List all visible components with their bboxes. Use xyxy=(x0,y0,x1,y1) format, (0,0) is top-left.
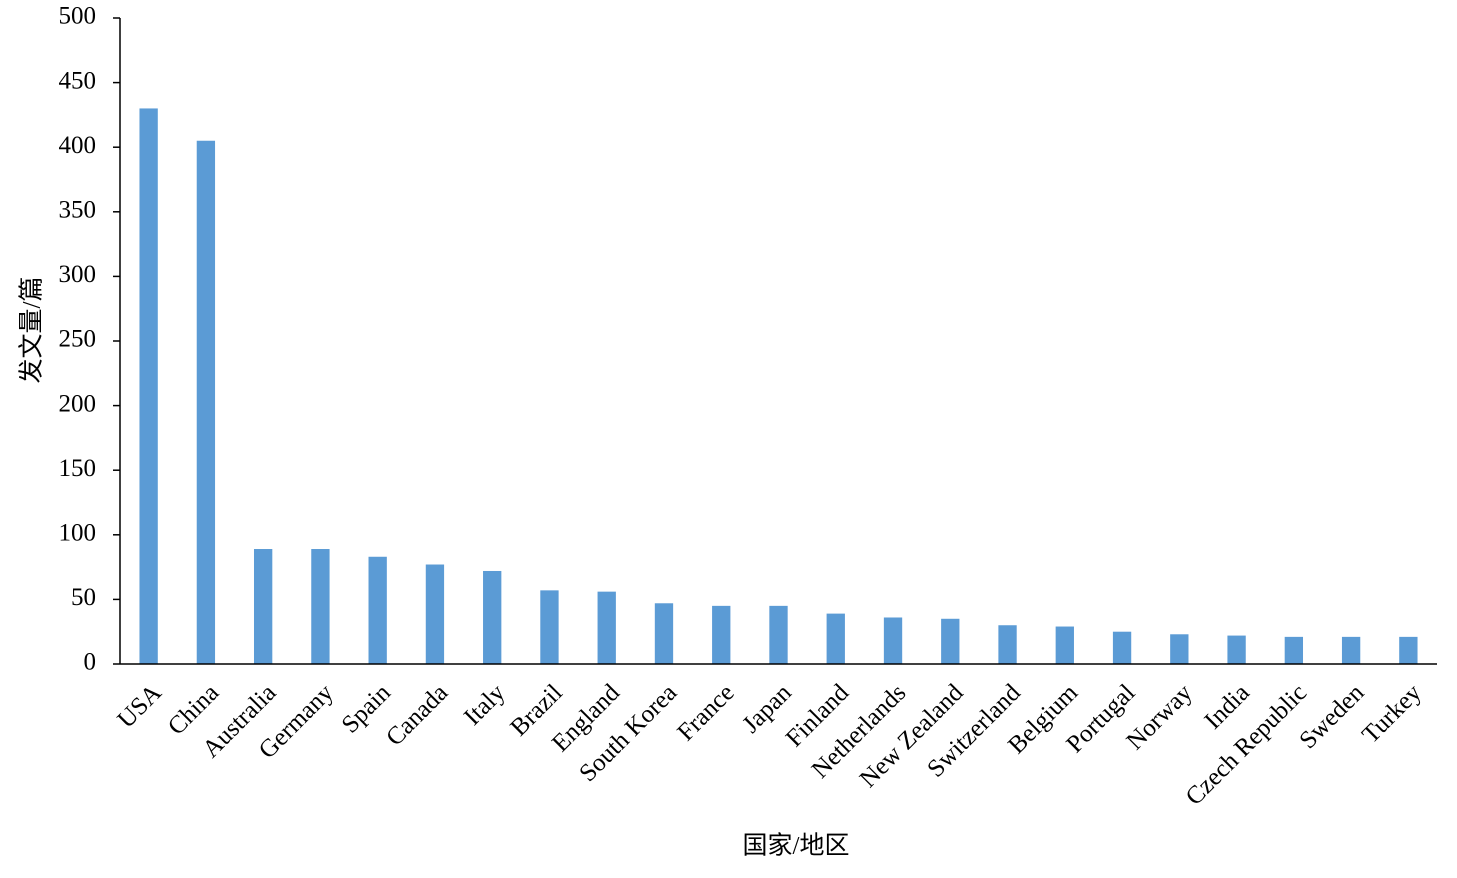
bar xyxy=(1227,635,1246,664)
x-tick-label: France xyxy=(672,679,739,746)
x-tick-label: Norway xyxy=(1122,679,1198,755)
y-tick-label: 500 xyxy=(59,3,97,30)
y-tick-label: 450 xyxy=(59,67,97,94)
x-tick-label: USA xyxy=(112,679,166,733)
y-tick-label: 400 xyxy=(59,132,97,159)
x-tick-label: Italy xyxy=(459,679,511,731)
y-tick-label: 0 xyxy=(84,649,97,676)
x-axis-title: 国家/地区 xyxy=(743,832,850,860)
bar xyxy=(540,590,559,664)
x-tick-label: Sweden xyxy=(1294,679,1369,754)
y-tick-label: 50 xyxy=(71,584,96,611)
bar xyxy=(826,613,845,664)
bar xyxy=(368,556,387,664)
y-tick-label: 150 xyxy=(59,455,97,482)
bar xyxy=(883,617,903,664)
y-tick-label: 100 xyxy=(59,520,97,547)
y-tick-label: 350 xyxy=(59,197,97,224)
bar xyxy=(712,605,731,664)
bar xyxy=(769,605,788,664)
bar xyxy=(1055,626,1074,664)
y-tick-label: 300 xyxy=(59,261,97,288)
bar xyxy=(483,570,502,664)
bar xyxy=(1170,634,1189,664)
x-tick-label: Turkey xyxy=(1357,679,1427,749)
bar xyxy=(941,618,960,664)
y-tick-label: 200 xyxy=(59,390,97,417)
bar xyxy=(311,549,330,664)
bar xyxy=(1284,636,1304,664)
bar xyxy=(139,108,158,664)
bar xyxy=(1341,636,1361,664)
bar xyxy=(998,625,1017,664)
bar xyxy=(1112,631,1132,664)
bar xyxy=(196,140,216,665)
bar xyxy=(1399,636,1418,664)
bar xyxy=(253,549,273,664)
bar xyxy=(597,591,616,664)
bar xyxy=(425,564,445,664)
y-tick-label: 250 xyxy=(59,326,97,353)
y-axis-title: 发文量/篇 xyxy=(18,277,46,384)
x-tick-label: Canada xyxy=(381,679,453,751)
bar xyxy=(654,603,674,664)
